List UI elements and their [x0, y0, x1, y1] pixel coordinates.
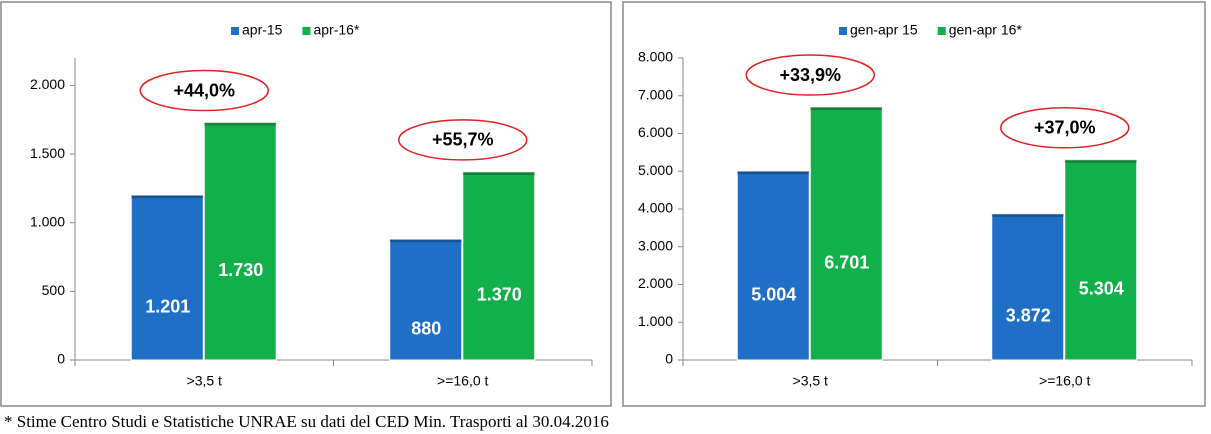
legend-swatch	[231, 27, 239, 35]
value-label: 3.872	[1006, 306, 1051, 326]
annotation: +44,0%	[173, 80, 235, 100]
bar-top	[204, 122, 277, 126]
bar-top	[737, 171, 810, 175]
x-tick-label: >3,5 t	[793, 373, 829, 389]
annotation-ellipse	[745, 54, 875, 96]
y-tick-label: 5.000	[638, 162, 673, 178]
y-tick-label: 1.000	[638, 313, 673, 329]
y-tick-label: 8.000	[638, 49, 673, 65]
y-tick-label: 4.000	[638, 200, 673, 216]
annotation-ellipse	[398, 119, 528, 161]
x-tick-label: >=16,0 t	[1039, 373, 1090, 389]
legend-label: gen-apr 15	[850, 22, 918, 38]
bar-top	[462, 171, 535, 175]
bar	[389, 238, 463, 361]
annotation-ellipse	[139, 69, 269, 112]
bar	[991, 213, 1065, 361]
legend-label: apr-16*	[313, 22, 359, 38]
legend-label: gen-apr 16*	[949, 22, 1023, 38]
bar	[203, 122, 277, 361]
bar	[130, 194, 204, 361]
x-tick-label: >3,5 t	[187, 373, 223, 389]
legend-swatch	[937, 27, 946, 35]
y-tick-label: 1.000	[30, 213, 65, 229]
annotation-ellipse	[1000, 107, 1130, 149]
bar	[462, 171, 536, 361]
value-label: 1.201	[145, 296, 190, 316]
annotation: +37,0%	[1034, 118, 1096, 138]
value-label: 880	[411, 318, 441, 338]
legend-swatch	[839, 27, 847, 35]
legend-swatch	[302, 27, 311, 35]
value-label: 5.004	[751, 284, 796, 304]
value-label: 5.304	[1079, 279, 1124, 299]
bar-top	[389, 239, 462, 243]
y-tick-label: 0	[665, 351, 673, 367]
bar-top	[810, 107, 883, 111]
value-label: 1.730	[218, 260, 263, 280]
bar-top	[1064, 159, 1137, 163]
value-label: 6.701	[824, 252, 869, 272]
y-tick-label: 7.000	[638, 86, 673, 102]
bar	[736, 170, 810, 361]
y-tick-label: 1.500	[30, 145, 65, 161]
y-tick-label: 3.000	[638, 237, 673, 253]
annotation: +33,9%	[779, 65, 841, 85]
annotation: +55,7%	[432, 130, 494, 150]
bar	[809, 106, 883, 361]
footnote: * Stime Centro Studi e Statistiche UNRAE…	[4, 412, 609, 431]
bar	[1064, 159, 1138, 361]
y-tick-label: 0	[57, 351, 65, 367]
y-tick-label: 6.000	[638, 124, 673, 140]
x-tick-label: >=16,0 t	[437, 373, 488, 389]
y-tick-label: 2.000	[638, 275, 673, 291]
y-tick-label: 2.000	[30, 76, 65, 92]
legend-label: apr-15	[242, 22, 283, 38]
value-label: 1.370	[477, 285, 522, 305]
bar-top	[991, 213, 1064, 217]
y-tick-label: 500	[42, 282, 66, 298]
bar-top	[131, 195, 204, 199]
